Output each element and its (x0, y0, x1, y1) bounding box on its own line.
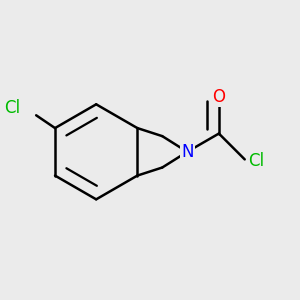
Text: Cl: Cl (248, 152, 264, 170)
Text: O: O (212, 88, 225, 106)
Text: N: N (181, 143, 194, 161)
Text: Cl: Cl (4, 99, 20, 117)
